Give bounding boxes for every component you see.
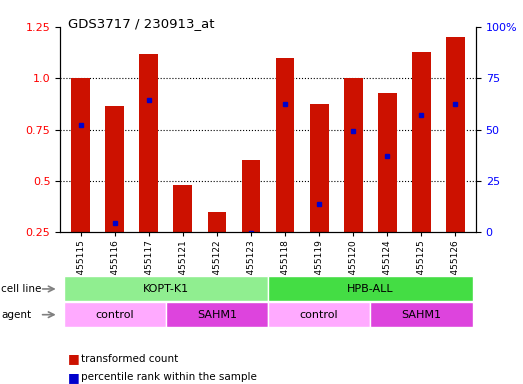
Text: SAHM1: SAHM1 [401, 310, 441, 320]
Bar [378, 93, 396, 232]
Bar [310, 104, 328, 232]
Bar [64, 276, 268, 301]
Bar [276, 58, 294, 232]
Text: GDS3717 / 230913_at: GDS3717 / 230913_at [68, 17, 214, 30]
Text: ■: ■ [68, 353, 79, 366]
Text: SAHM1: SAHM1 [197, 310, 237, 320]
Text: ■: ■ [68, 371, 79, 384]
Text: HPB-ALL: HPB-ALL [347, 284, 394, 294]
Bar [208, 212, 226, 232]
Text: control: control [95, 310, 134, 320]
Bar [174, 185, 192, 232]
Text: transformed count: transformed count [81, 354, 178, 364]
Bar [242, 161, 260, 232]
Bar [446, 37, 465, 232]
Bar [64, 302, 166, 327]
Text: KOPT-K1: KOPT-K1 [143, 284, 189, 294]
Bar [268, 276, 472, 301]
Bar [344, 78, 362, 232]
Text: agent: agent [1, 310, 31, 320]
Bar [370, 302, 472, 327]
Bar [140, 54, 158, 232]
Bar [166, 302, 268, 327]
Bar [412, 51, 431, 232]
Text: control: control [300, 310, 338, 320]
Bar [71, 78, 90, 232]
Text: percentile rank within the sample: percentile rank within the sample [81, 372, 257, 382]
Bar [268, 302, 370, 327]
Text: cell line: cell line [1, 284, 41, 294]
Bar [105, 106, 124, 232]
